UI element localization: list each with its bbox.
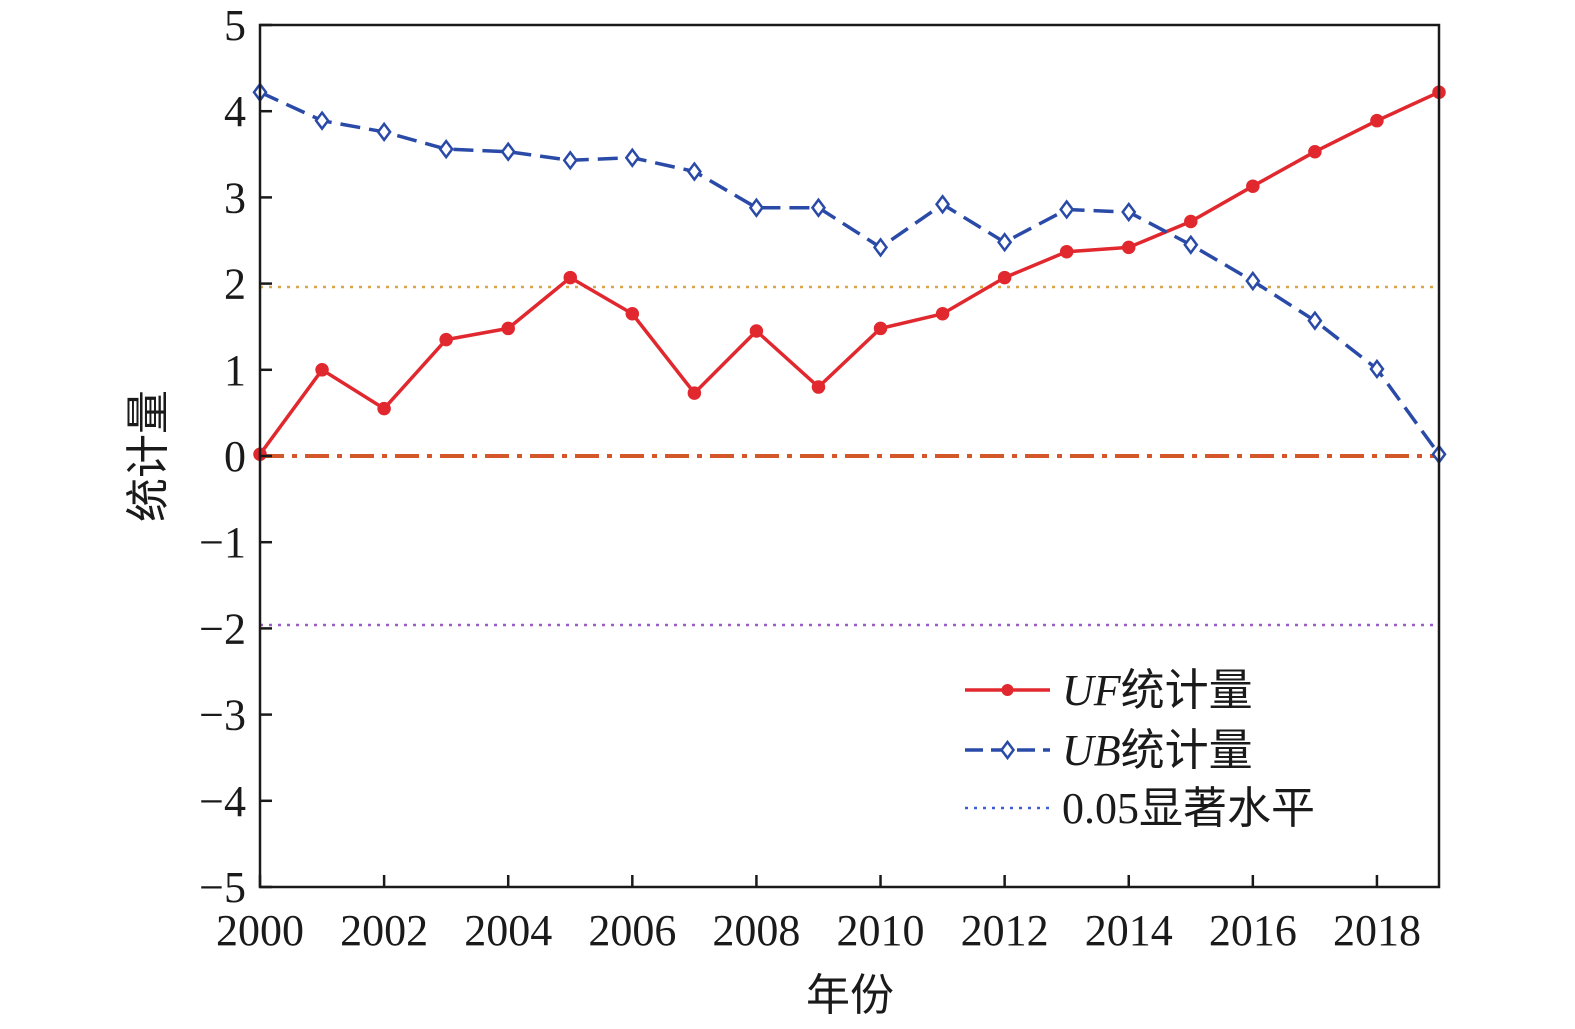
point-UF-2005	[563, 270, 578, 285]
point-UF-2018	[1370, 113, 1384, 128]
point-UF-2007	[687, 386, 702, 400]
point-UB-2017	[1307, 310, 1323, 331]
x-tick-label: 2016	[1209, 906, 1297, 955]
y-tick-label: 5	[224, 1, 246, 50]
legend-label: UF统计量	[1062, 665, 1253, 716]
point-UF-2011	[935, 307, 950, 321]
point-UB-2001	[314, 110, 330, 131]
point-UF-2008	[749, 324, 764, 338]
y-tick-label: 4	[224, 87, 246, 136]
point-UF-2006	[625, 307, 640, 321]
x-tick-label: 2006	[588, 906, 676, 955]
point-UB-2004	[500, 141, 516, 162]
y-tick-label: −4	[199, 777, 246, 826]
x-tick-label: 2010	[837, 906, 925, 955]
legend: UF统计量 UB统计量 0.05显著水平	[965, 665, 1315, 834]
series-layer	[252, 82, 1447, 465]
point-UF-2010	[873, 321, 888, 336]
point-UF-2009	[811, 380, 826, 394]
point-UB-2003	[438, 139, 454, 160]
point-UB-2013	[1059, 199, 1075, 220]
point-UB-2016	[1245, 270, 1261, 292]
y-tick-label: 2	[224, 260, 246, 309]
point-UB-2007	[686, 161, 702, 182]
point-UB-2011	[935, 194, 951, 215]
point-UF-2016	[1246, 179, 1260, 193]
point-UB-2014	[1121, 201, 1137, 223]
y-axis-title: 统计量	[123, 390, 174, 522]
point-UF-2002	[377, 401, 391, 416]
y-tick-label: −3	[199, 691, 246, 740]
series-line-UB	[259, 90, 1441, 456]
point-UB-2008	[748, 197, 764, 218]
point-UB-2015	[1183, 234, 1199, 255]
y-axis: 5 4 3 2 1 0 −1 −2 −3 −4 −5	[199, 1, 272, 912]
y-tick-label: −2	[199, 604, 246, 653]
y-tick-label: 0	[224, 432, 246, 481]
y-tick-label: 1	[224, 346, 246, 395]
x-tick-label: 2002	[340, 906, 428, 955]
legend-entry-1: UB统计量	[965, 725, 1253, 776]
y-tick-label: 3	[224, 173, 246, 222]
point-UB-2005	[562, 150, 578, 171]
point-UB-2012	[997, 232, 1013, 253]
x-tick-label: 2004	[464, 906, 552, 955]
x-tick-label: 2000	[216, 906, 304, 955]
point-UB-2018	[1369, 358, 1385, 380]
x-tick-label: 2014	[1085, 906, 1173, 955]
legend-marker	[1001, 684, 1014, 696]
y-tick-label: −1	[199, 518, 246, 567]
x-tick-label: 2012	[961, 906, 1049, 955]
point-UF-2004	[501, 321, 515, 336]
legend-entry-0: UF统计量	[965, 665, 1253, 716]
point-UF-2017	[1308, 144, 1322, 159]
series-line-UF	[258, 90, 1440, 456]
legend-label: UB统计量	[1062, 725, 1253, 776]
legend-marker	[999, 739, 1016, 761]
x-tick-label: 2018	[1333, 906, 1421, 955]
point-UB-2002	[376, 121, 392, 142]
point-UF-2012	[997, 270, 1012, 285]
reference-lines	[260, 285, 1439, 627]
point-UB-2009	[810, 197, 827, 218]
x-axis-title: 年份	[806, 970, 894, 1021]
point-UF-2003	[439, 332, 453, 347]
x-axis: 2000 2002 2004 2006 2008 2010 2012 2014 2016 2018	[216, 875, 1421, 955]
legend-label: 0.05显著水平	[1062, 783, 1315, 834]
point-UF-2014	[1121, 240, 1136, 255]
point-UB-2010	[872, 237, 889, 258]
legend-entry-2: 0.05显著水平	[965, 783, 1315, 834]
point-UF-2015	[1184, 214, 1198, 229]
y-tick-label: −5	[199, 863, 246, 912]
point-UB-2006	[624, 147, 640, 168]
x-tick-label: 2008	[712, 906, 800, 955]
point-UF-2001	[315, 363, 329, 377]
point-UF-2013	[1059, 244, 1074, 259]
